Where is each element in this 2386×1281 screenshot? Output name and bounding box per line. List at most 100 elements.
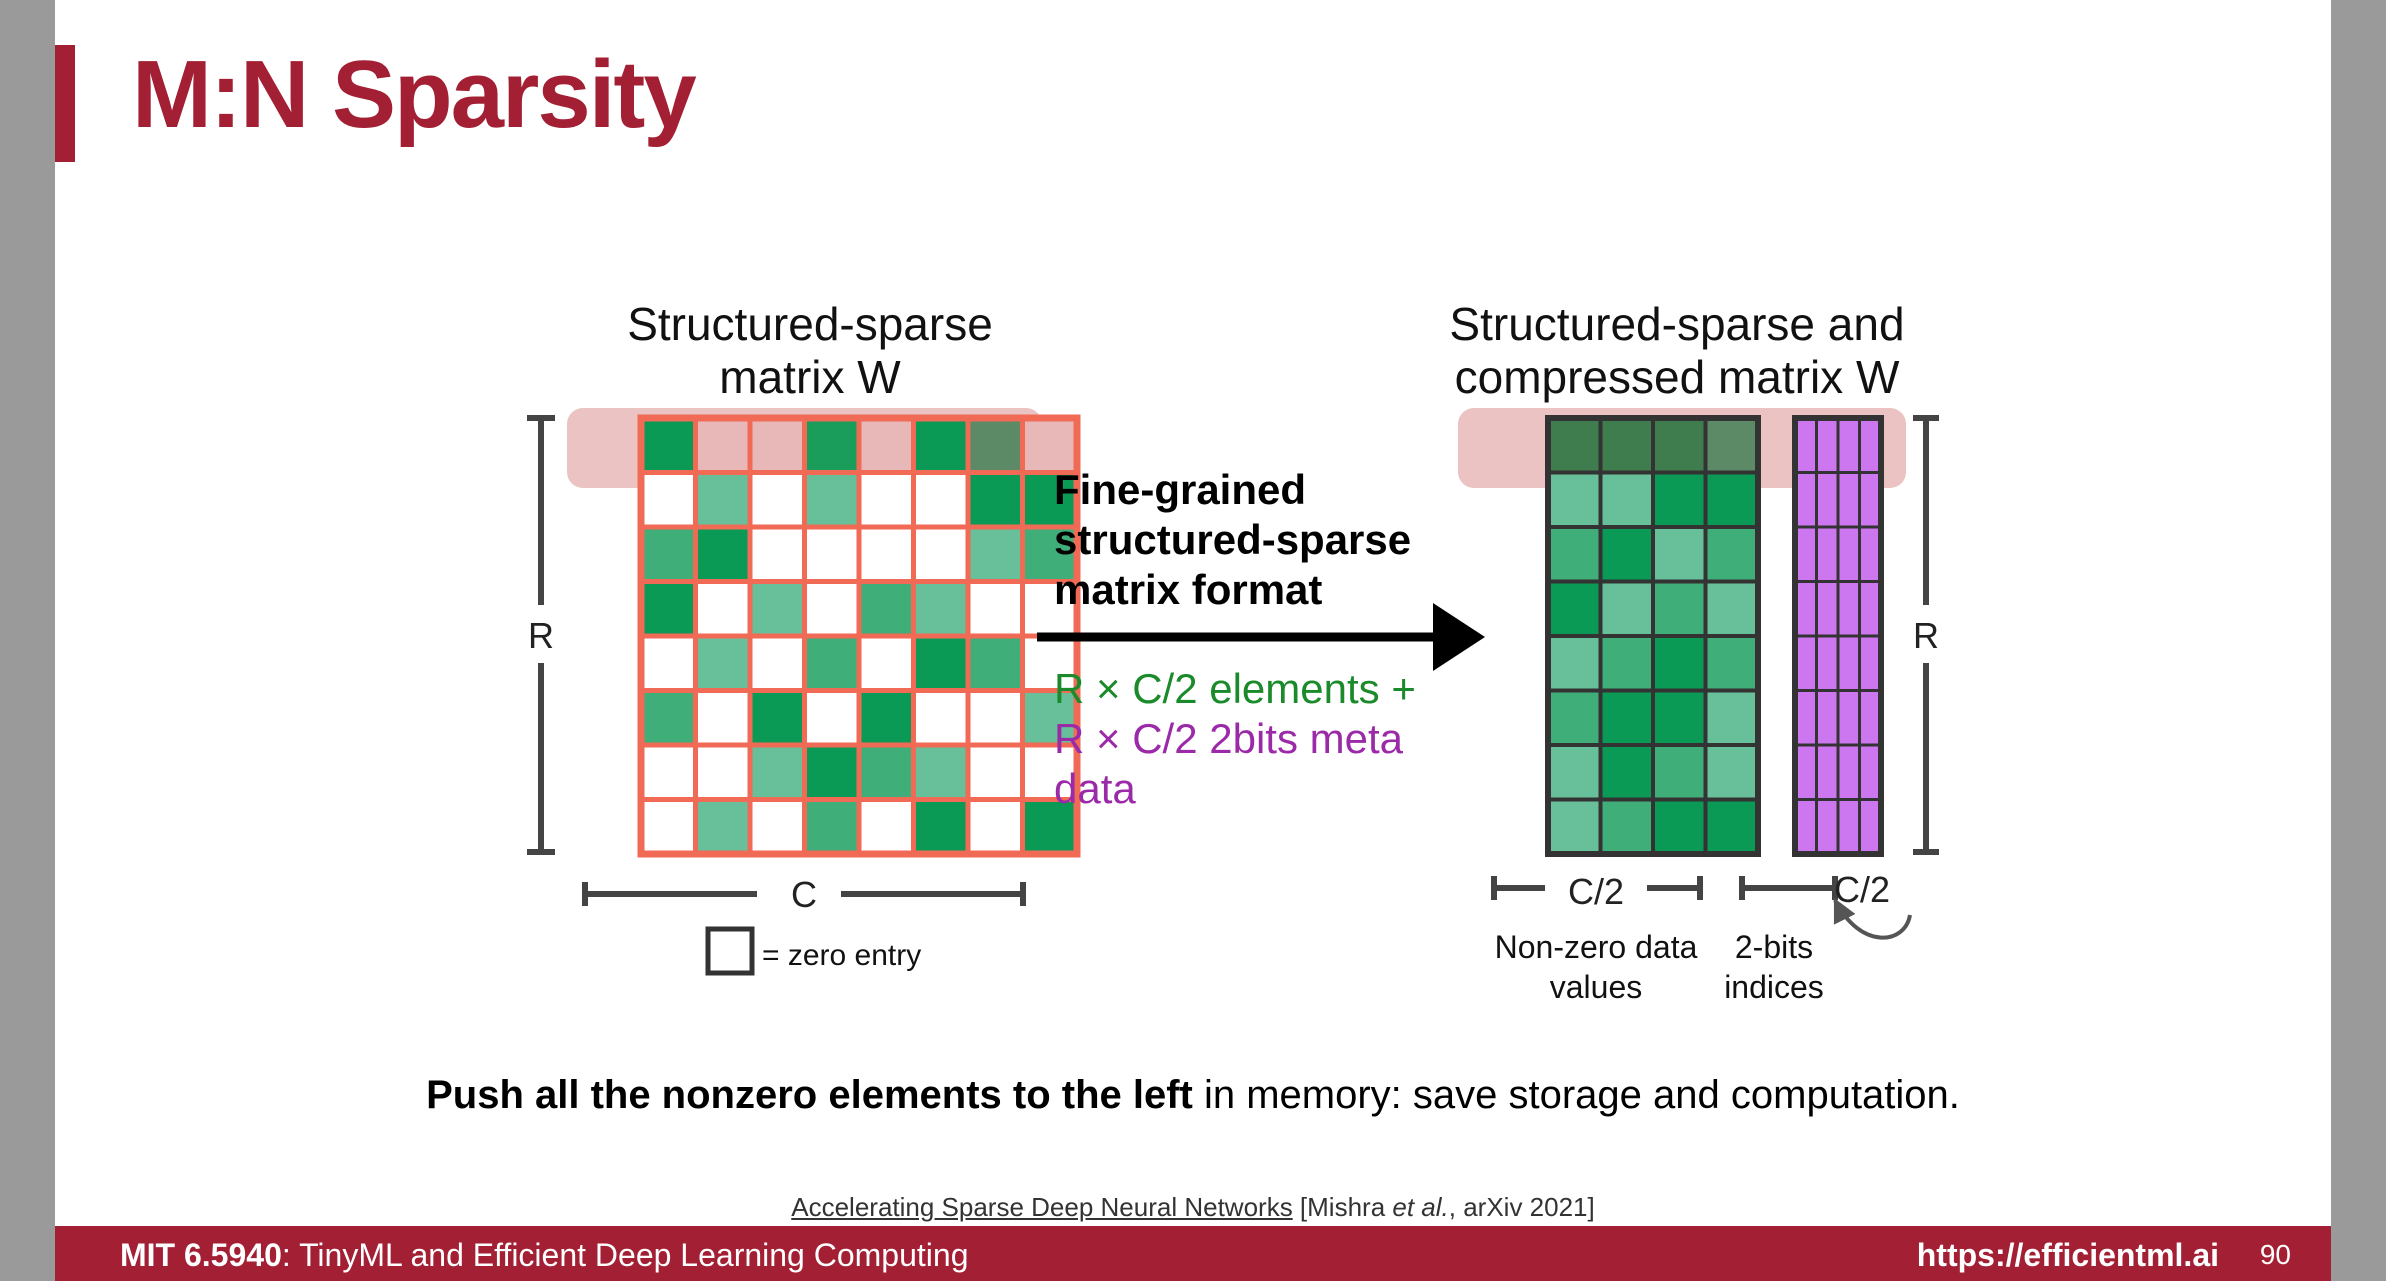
zero-cell	[856, 797, 916, 857]
zero-cell	[911, 470, 971, 530]
value-cell	[1546, 634, 1603, 693]
zero-cell	[965, 579, 1025, 639]
compressed-matrix-border	[1545, 415, 1761, 857]
paper-reference: Accelerating Sparse Deep Neural Networks…	[55, 1192, 2331, 1223]
value-cell	[1598, 416, 1655, 475]
zero-cell	[1020, 633, 1080, 693]
nonzero-cell	[638, 415, 698, 475]
zero-cell	[965, 797, 1025, 857]
value-cell	[1546, 525, 1603, 584]
caption-rest: in memory: save storage and computation.	[1192, 1073, 1960, 1117]
nonzero-cell	[747, 742, 807, 802]
title-accent-bar	[55, 45, 75, 162]
value-cell	[1546, 579, 1603, 638]
value-cell	[1598, 525, 1655, 584]
nonzero-cell	[693, 633, 753, 693]
index-cell	[1858, 416, 1883, 474]
value-cell	[1703, 634, 1760, 693]
nonzero-cell	[856, 579, 916, 639]
index-cell	[1793, 689, 1818, 747]
metadata-text-line2: data	[1054, 765, 1136, 812]
left-r-dimension-bracket	[527, 415, 555, 855]
value-cell	[1703, 743, 1760, 802]
nonzero-cell	[747, 579, 807, 639]
index-cell	[1836, 634, 1861, 692]
reference-link[interactable]: Accelerating Sparse Deep Neural Networks	[791, 1192, 1293, 1222]
value-cell	[1546, 688, 1603, 747]
zero-cell	[747, 633, 807, 693]
value-cell	[1598, 688, 1655, 747]
nonzero-cell	[802, 742, 862, 802]
value-cell	[1651, 579, 1708, 638]
index-cell	[1858, 798, 1883, 856]
index-cell	[1815, 634, 1840, 692]
value-cell	[1598, 634, 1655, 693]
indices-label-line2: indices	[1724, 969, 1824, 1005]
index-cell	[1815, 416, 1840, 474]
index-cell	[1858, 689, 1883, 747]
zero-cell	[638, 633, 698, 693]
value-cell	[1651, 470, 1708, 529]
nonzero-cell	[638, 688, 698, 748]
value-cell	[1651, 525, 1708, 584]
zero-cell	[911, 688, 971, 748]
nonzero-cell	[965, 633, 1025, 693]
index-cell	[1858, 743, 1883, 801]
slide: M:N Sparsity Structured-sparse matrix W …	[55, 0, 2331, 1281]
zero-cell	[638, 470, 698, 530]
zero-cell	[1020, 415, 1080, 475]
left-matrix-title-line1: Structured-sparse	[627, 298, 993, 350]
zero-cell	[747, 470, 807, 530]
zero-cell	[965, 688, 1025, 748]
nonzero-cell	[693, 797, 753, 857]
nonzero-cell	[911, 579, 971, 639]
zero-entry-legend-box	[705, 926, 755, 976]
index-cell	[1836, 798, 1861, 856]
metadata-text-line1: R × C/2 2bits meta	[1054, 715, 1404, 762]
index-cell	[1793, 580, 1818, 638]
indices-label-line1: 2-bits	[1735, 929, 1813, 965]
index-cell	[1815, 743, 1840, 801]
nonzero-cell	[965, 470, 1025, 530]
nonzero-cell	[965, 524, 1025, 584]
reference-suffix: , arXiv 2021]	[1448, 1192, 1595, 1222]
nonzero-cell	[856, 688, 916, 748]
zero-cell	[638, 797, 698, 857]
footer-url[interactable]: https://efficientml.ai	[1916, 1237, 2219, 1273]
format-text-line3: matrix format	[1054, 566, 1322, 613]
index-cell	[1836, 580, 1861, 638]
footer-course-name: : TinyML and Efficient Deep Learning Com…	[281, 1237, 969, 1273]
left-c-label: C	[791, 874, 817, 915]
index-cell	[1793, 416, 1818, 474]
footer-course: MIT 6.5940: TinyML and Efficient Deep Le…	[120, 1237, 968, 1274]
value-cell	[1546, 797, 1603, 856]
index-cell	[1815, 525, 1840, 583]
zero-cell	[747, 524, 807, 584]
nonzero-cell	[911, 797, 971, 857]
index-cell	[1815, 580, 1840, 638]
zero-cell	[856, 524, 916, 584]
values-c-half-bracket	[1491, 876, 1703, 900]
value-cell	[1598, 743, 1655, 802]
nonzero-cell	[911, 415, 971, 475]
footer-course-code: MIT 6.5940	[120, 1237, 282, 1273]
value-cell	[1651, 688, 1708, 747]
index-cell	[1793, 798, 1818, 856]
zero-cell	[802, 524, 862, 584]
metadata-indices-grid	[1792, 415, 1884, 857]
zero-entry-legend-label: = zero entry	[762, 939, 921, 972]
value-cell	[1703, 797, 1760, 856]
nonzero-cell	[802, 797, 862, 857]
slide-title: M:N Sparsity	[132, 41, 697, 148]
left-matrix-title-line2: matrix W	[719, 351, 901, 403]
nonzero-cell	[693, 524, 753, 584]
nonzero-cell	[638, 524, 698, 584]
indices-pointer-arrow	[1833, 897, 1912, 940]
value-cell	[1703, 688, 1760, 747]
index-cell	[1836, 743, 1861, 801]
nonzero-cell	[965, 415, 1025, 475]
value-cell	[1703, 416, 1760, 475]
index-cell	[1836, 416, 1861, 474]
sparse-matrix-grid	[637, 414, 1081, 858]
index-cell	[1793, 471, 1818, 529]
